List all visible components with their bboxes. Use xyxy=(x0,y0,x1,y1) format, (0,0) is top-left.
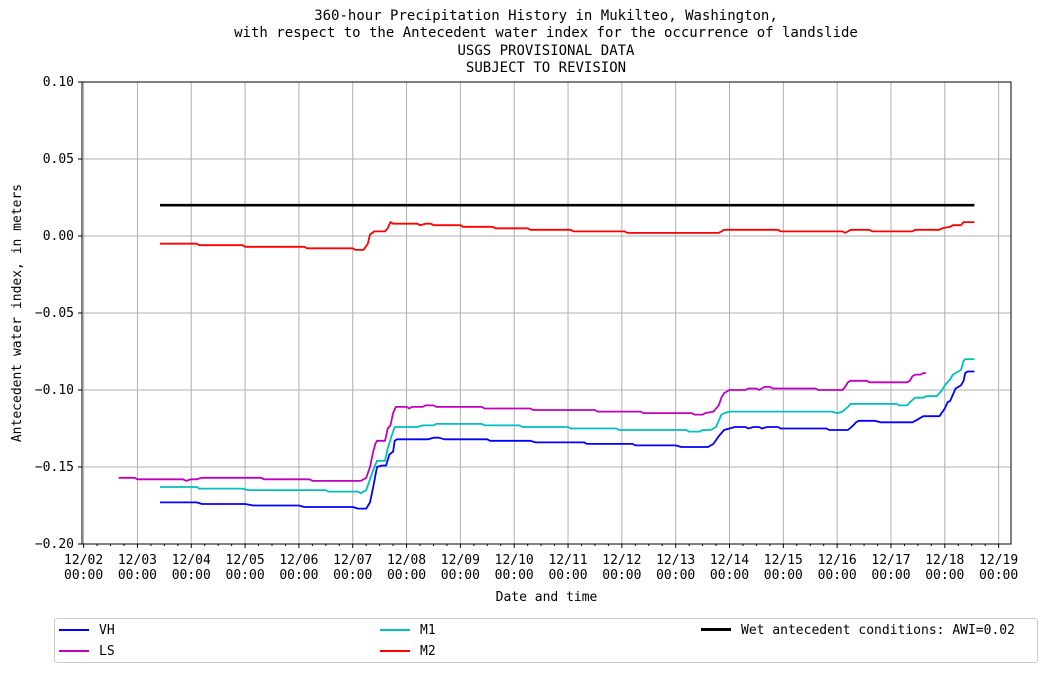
x-axis-label: Date and time xyxy=(496,590,598,605)
series-line-vh xyxy=(160,370,975,510)
series-lines xyxy=(118,203,975,510)
y-tick-label: −0.20 xyxy=(35,537,74,552)
y-tick-label: 0.00 xyxy=(43,229,74,244)
y-tick-label: −0.05 xyxy=(35,306,74,321)
x-tick-label: 00:00 xyxy=(871,568,910,583)
x-tick-label: 12/14 xyxy=(710,553,749,568)
series-line-m1 xyxy=(160,358,975,495)
legend: VH LS M1 M2 Wet antecedent conditions: A… xyxy=(54,618,1038,663)
x-tick-label: 12/15 xyxy=(764,553,803,568)
y-tick-label: −0.10 xyxy=(35,383,74,398)
series-line-m2 xyxy=(160,221,975,251)
x-tick-label: 00:00 xyxy=(118,568,157,583)
legend-label-vh: VH xyxy=(99,623,115,638)
legend-item-vh: VH xyxy=(59,623,115,639)
x-tick-label: 12/07 xyxy=(333,553,372,568)
x-tick-label: 00:00 xyxy=(979,568,1018,583)
y-tick-label: 0.05 xyxy=(43,152,74,167)
x-tick-label: 12/13 xyxy=(656,553,695,568)
series-line-ls xyxy=(118,372,926,482)
legend-swatch-ls xyxy=(59,649,89,652)
x-tick-label: 12/08 xyxy=(387,553,426,568)
x-tick-label: 00:00 xyxy=(495,568,534,583)
x-tick-label: 00:00 xyxy=(764,568,803,583)
x-tick-label: 12/06 xyxy=(279,553,318,568)
x-tick-label: 12/19 xyxy=(979,553,1018,568)
title-line-1: 360-hour Precipitation History in Mukilt… xyxy=(314,8,778,24)
x-tick-label: 12/17 xyxy=(871,553,910,568)
x-tick-label: 00:00 xyxy=(279,568,318,583)
x-tick-label: 00:00 xyxy=(387,568,426,583)
x-tick-label: 00:00 xyxy=(925,568,964,583)
legend-item-wet-antecedent: Wet antecedent conditions: AWI=0.02 xyxy=(701,623,1015,639)
x-tick-label: 00:00 xyxy=(64,568,103,583)
x-tick-label: 00:00 xyxy=(602,568,641,583)
x-tick-label: 12/18 xyxy=(925,553,964,568)
x-tick-label: 12/05 xyxy=(226,553,265,568)
title-line-4: SUBJECT TO REVISION xyxy=(465,60,627,76)
x-tick-label: 12/16 xyxy=(818,553,857,568)
axis-ticks: 12/0200:0012/0300:0012/0400:0012/0500:00… xyxy=(35,75,1018,583)
x-tick-label: 12/11 xyxy=(548,553,587,568)
y-tick-label: 0.10 xyxy=(43,75,74,90)
x-tick-label: 12/09 xyxy=(441,553,480,568)
legend-swatch-wet-antecedent xyxy=(701,628,731,631)
legend-item-ls: LS xyxy=(59,644,115,660)
legend-item-m1: M1 xyxy=(380,623,436,639)
y-axis-label: Antecedent water index, in meters xyxy=(10,184,25,442)
x-tick-label: 00:00 xyxy=(656,568,695,583)
x-tick-label: 00:00 xyxy=(548,568,587,583)
x-tick-label: 00:00 xyxy=(172,568,211,583)
legend-label-ls: LS xyxy=(99,644,115,659)
title-line-2: with respect to the Antecedent water ind… xyxy=(234,25,858,41)
title-line-3: USGS PROVISIONAL DATA xyxy=(457,43,635,59)
x-tick-label: 00:00 xyxy=(441,568,480,583)
x-tick-label: 12/12 xyxy=(602,553,641,568)
grid xyxy=(82,81,1011,545)
legend-swatch-m2 xyxy=(380,649,410,652)
legend-swatch-vh xyxy=(59,628,89,631)
legend-label-m1: M1 xyxy=(420,623,436,638)
x-tick-label: 12/02 xyxy=(64,553,103,568)
x-tick-label: 00:00 xyxy=(818,568,857,583)
x-tick-label: 00:00 xyxy=(226,568,265,583)
y-tick-label: −0.15 xyxy=(35,460,74,475)
x-tick-label: 00:00 xyxy=(710,568,749,583)
legend-label-m2: M2 xyxy=(420,644,436,659)
x-tick-label: 12/04 xyxy=(172,553,211,568)
x-tick-label: 00:00 xyxy=(333,568,372,583)
legend-item-m2: M2 xyxy=(380,644,436,660)
legend-swatch-m1 xyxy=(380,628,410,631)
x-tick-label: 12/03 xyxy=(118,553,157,568)
legend-label-wet-antecedent: Wet antecedent conditions: AWI=0.02 xyxy=(741,623,1015,638)
x-tick-label: 12/10 xyxy=(495,553,534,568)
